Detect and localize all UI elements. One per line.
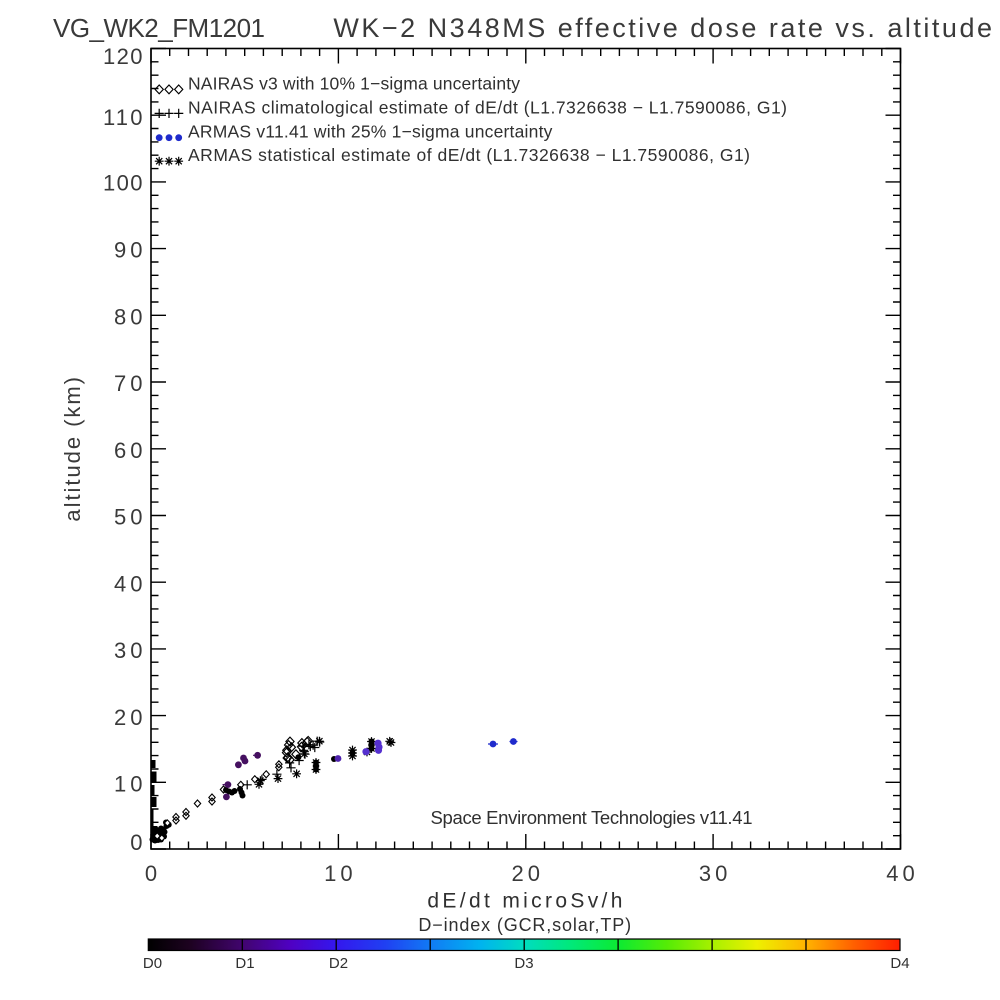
svg-text:NAIRAS v3 with 10% 1−sigma unc: NAIRAS v3 with 10% 1−sigma uncertainty bbox=[188, 73, 520, 93]
svg-text:100: 100 bbox=[103, 171, 143, 196]
svg-text:80: 80 bbox=[114, 305, 143, 330]
svg-text:30: 30 bbox=[699, 861, 728, 886]
svg-text:D2: D2 bbox=[329, 955, 348, 972]
svg-text:dE/dt microSv/h: dE/dt microSv/h bbox=[427, 890, 622, 913]
svg-text:110: 110 bbox=[103, 105, 143, 130]
svg-text:10: 10 bbox=[114, 772, 143, 797]
svg-text:50: 50 bbox=[114, 505, 143, 530]
svg-text:altitude (km): altitude (km) bbox=[60, 377, 85, 522]
svg-text:30: 30 bbox=[114, 638, 143, 663]
svg-text:ARMAS v11.41 with 25% 1−sigma: ARMAS v11.41 with 25% 1−sigma uncertaint… bbox=[188, 122, 553, 142]
svg-text:D4: D4 bbox=[890, 955, 909, 972]
svg-text:VG_WK2_FM1201: VG_WK2_FM1201 bbox=[53, 13, 265, 43]
svg-text:Space Environment Technologies: Space Environment Technologies v11.41 bbox=[431, 807, 753, 828]
svg-text:D1: D1 bbox=[235, 955, 254, 972]
svg-text:120: 120 bbox=[103, 44, 143, 69]
svg-text:40: 40 bbox=[114, 572, 143, 597]
svg-text:D0: D0 bbox=[143, 955, 162, 972]
svg-text:60: 60 bbox=[114, 438, 143, 463]
svg-text:20: 20 bbox=[512, 861, 541, 886]
svg-text:NAIRAS climatological estimate: NAIRAS climatological estimate of dE/dt … bbox=[188, 97, 787, 117]
svg-text:90: 90 bbox=[114, 238, 143, 263]
svg-text:D−index (GCR,solar,TP): D−index (GCR,solar,TP) bbox=[418, 915, 631, 935]
svg-text:D3: D3 bbox=[514, 955, 533, 972]
svg-text:ARMAS statistical estimate of: ARMAS statistical estimate of dE/dt (L1.… bbox=[188, 145, 750, 165]
svg-text:40: 40 bbox=[886, 861, 915, 886]
svg-text:WK−2 N348MS effective dose rat: WK−2 N348MS effective dose rate vs. alti… bbox=[333, 13, 992, 43]
svg-text:20: 20 bbox=[114, 705, 143, 730]
svg-text:0: 0 bbox=[145, 861, 157, 886]
svg-text:10: 10 bbox=[324, 861, 353, 886]
svg-text:0: 0 bbox=[130, 830, 142, 855]
svg-text:70: 70 bbox=[114, 371, 143, 396]
